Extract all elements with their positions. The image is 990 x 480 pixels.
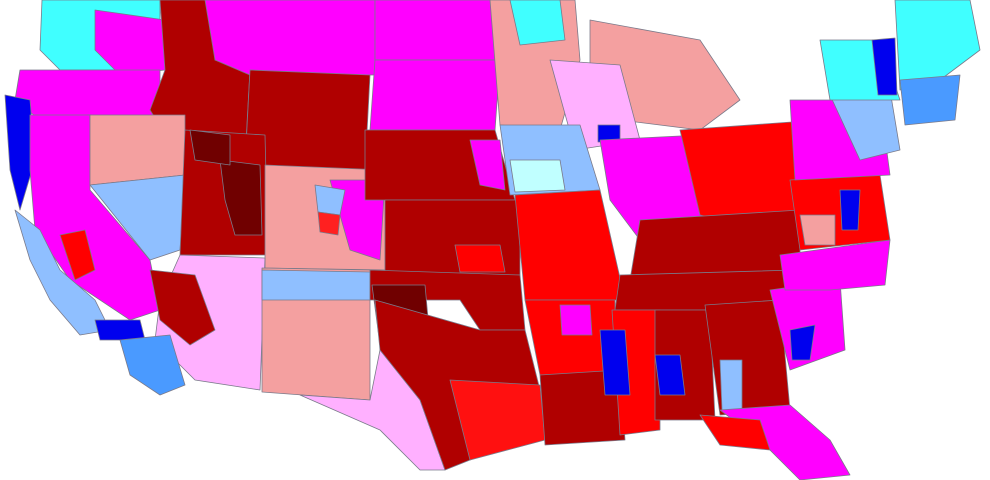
region <box>94 319 146 341</box>
region <box>509 0 566 46</box>
region <box>454 244 506 273</box>
region <box>14 69 161 121</box>
region <box>261 269 371 301</box>
region <box>317 211 341 236</box>
region <box>119 334 186 396</box>
region <box>871 37 898 96</box>
region <box>629 209 801 281</box>
region <box>654 354 686 396</box>
region <box>799 214 836 246</box>
region <box>599 329 631 396</box>
region <box>374 0 501 61</box>
region <box>89 114 186 186</box>
region <box>839 189 861 231</box>
region <box>4 94 36 211</box>
region <box>469 139 506 191</box>
region <box>59 229 96 281</box>
region <box>899 74 961 126</box>
region <box>789 324 816 361</box>
region <box>699 414 771 451</box>
region <box>779 239 891 291</box>
region <box>539 369 626 446</box>
regions <box>4 0 981 480</box>
region <box>219 159 263 236</box>
region <box>189 129 231 166</box>
region <box>894 0 981 91</box>
region <box>369 59 501 131</box>
region <box>719 359 743 411</box>
region <box>559 304 593 336</box>
region <box>149 269 216 346</box>
region <box>314 184 346 216</box>
region <box>509 159 566 193</box>
region <box>204 0 376 76</box>
